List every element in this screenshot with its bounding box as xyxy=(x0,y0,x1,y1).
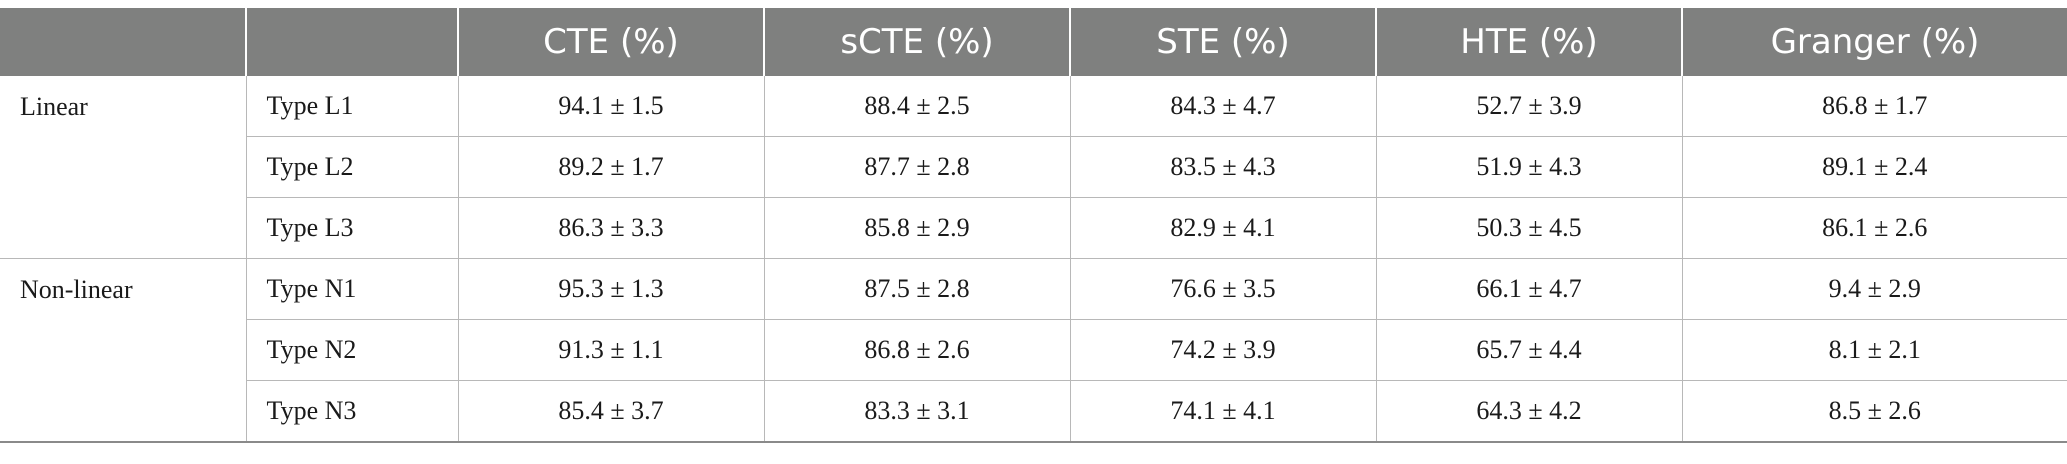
cell-ste: 84.3 ± 4.7 xyxy=(1070,76,1377,137)
row-type-label: Type N2 xyxy=(246,319,459,381)
cell-granger: 86.1 ± 2.6 xyxy=(1682,197,2067,259)
cell-ste: 82.9 ± 4.1 xyxy=(1070,197,1377,259)
table-header: CTE (%) sCTE (%) STE (%) HTE (%) Granger… xyxy=(0,8,2067,76)
header-row: CTE (%) sCTE (%) STE (%) HTE (%) Granger… xyxy=(0,8,2067,76)
cell-hte: 50.3 ± 4.5 xyxy=(1376,197,1683,259)
group-label-non-linear: Non-linear xyxy=(0,258,247,442)
cell-granger: 8.1 ± 2.1 xyxy=(1682,319,2067,381)
row-type-label: Type L3 xyxy=(246,197,459,259)
cell-hte: 66.1 ± 4.7 xyxy=(1376,258,1683,320)
cell-scte: 87.5 ± 2.8 xyxy=(764,258,1071,320)
table-row: Non-linear Type N1 95.3 ± 1.3 87.5 ± 2.8… xyxy=(0,258,2067,442)
header-cell-hte: HTE (%) xyxy=(1376,8,1683,76)
row-type-label: Type N1 xyxy=(246,258,459,320)
table-row: Type N2 91.3 ± 1.1 86.8 ± 2.6 74.2 ± 3.9… xyxy=(0,319,2067,381)
cell-ste: 74.1 ± 4.1 xyxy=(1070,380,1377,442)
cell-scte: 86.8 ± 2.6 xyxy=(764,319,1071,381)
header-cell-type xyxy=(246,8,459,76)
results-table-container: CTE (%) sCTE (%) STE (%) HTE (%) Granger… xyxy=(0,8,2067,443)
header-cell-cte: CTE (%) xyxy=(458,8,765,76)
cell-scte: 87.7 ± 2.8 xyxy=(764,136,1071,198)
cell-granger: 86.8 ± 1.7 xyxy=(1822,91,1928,120)
header-cell-scte: sCTE (%) xyxy=(764,8,1071,76)
cell-scte: 85.8 ± 2.9 xyxy=(764,197,1071,259)
results-table: CTE (%) sCTE (%) STE (%) HTE (%) Granger… xyxy=(0,8,2067,443)
cell-hte: 51.9 ± 4.3 xyxy=(1376,136,1683,198)
table-row: Linear Type L1 94.1 ± 1.5 88.4 ± 2.5 84.… xyxy=(0,76,2067,259)
header-cell-group xyxy=(0,8,247,76)
cell-scte: 83.3 ± 3.1 xyxy=(764,380,1071,442)
table-body: Linear Type L1 94.1 ± 1.5 88.4 ± 2.5 84.… xyxy=(0,76,2067,442)
cell-ste: 83.5 ± 4.3 xyxy=(1070,136,1377,198)
cell-granger: 8.5 ± 2.6 xyxy=(1682,380,2067,442)
cell-cte: 94.1 ± 1.5 xyxy=(458,76,765,137)
row-type-label: Type N3 xyxy=(246,380,459,442)
cell-cte: 89.2 ± 1.7 xyxy=(458,136,765,198)
cell-granger: 9.4 ± 2.9 xyxy=(1682,258,2067,320)
header-cell-ste: STE (%) xyxy=(1070,8,1377,76)
cell-granger: 89.1 ± 2.4 xyxy=(1682,136,2067,198)
table-row: Type N3 85.4 ± 3.7 83.3 ± 3.1 74.1 ± 4.1… xyxy=(0,380,2067,442)
group-label-linear: Linear xyxy=(0,76,247,259)
cell-hte: 65.7 ± 4.4 xyxy=(1376,319,1683,381)
cell-cte: 91.3 ± 1.1 xyxy=(458,319,765,381)
cell-hte: 64.3 ± 4.2 xyxy=(1376,380,1683,442)
cell-cte: 95.3 ± 1.3 xyxy=(458,258,765,320)
cell-scte: 88.4 ± 2.5 xyxy=(764,76,1071,137)
cell-ste: 76.6 ± 3.5 xyxy=(1070,258,1377,320)
cell-hte: 52.7 ± 3.9 xyxy=(1376,76,1683,137)
row-type-label: Type L1 xyxy=(246,76,459,137)
row-type-label: Type L2 xyxy=(246,136,459,198)
cell-ste: 74.2 ± 3.9 xyxy=(1070,319,1377,381)
table-row: Type L2 89.2 ± 1.7 87.7 ± 2.8 83.5 ± 4.3… xyxy=(0,136,2067,198)
cell-cte: 86.3 ± 3.3 xyxy=(458,197,765,259)
header-cell-granger: Granger (%) xyxy=(1682,8,2067,76)
table-row: Type L3 86.3 ± 3.3 85.8 ± 2.9 82.9 ± 4.1… xyxy=(0,197,2067,259)
cell-cte: 85.4 ± 3.7 xyxy=(458,380,765,442)
